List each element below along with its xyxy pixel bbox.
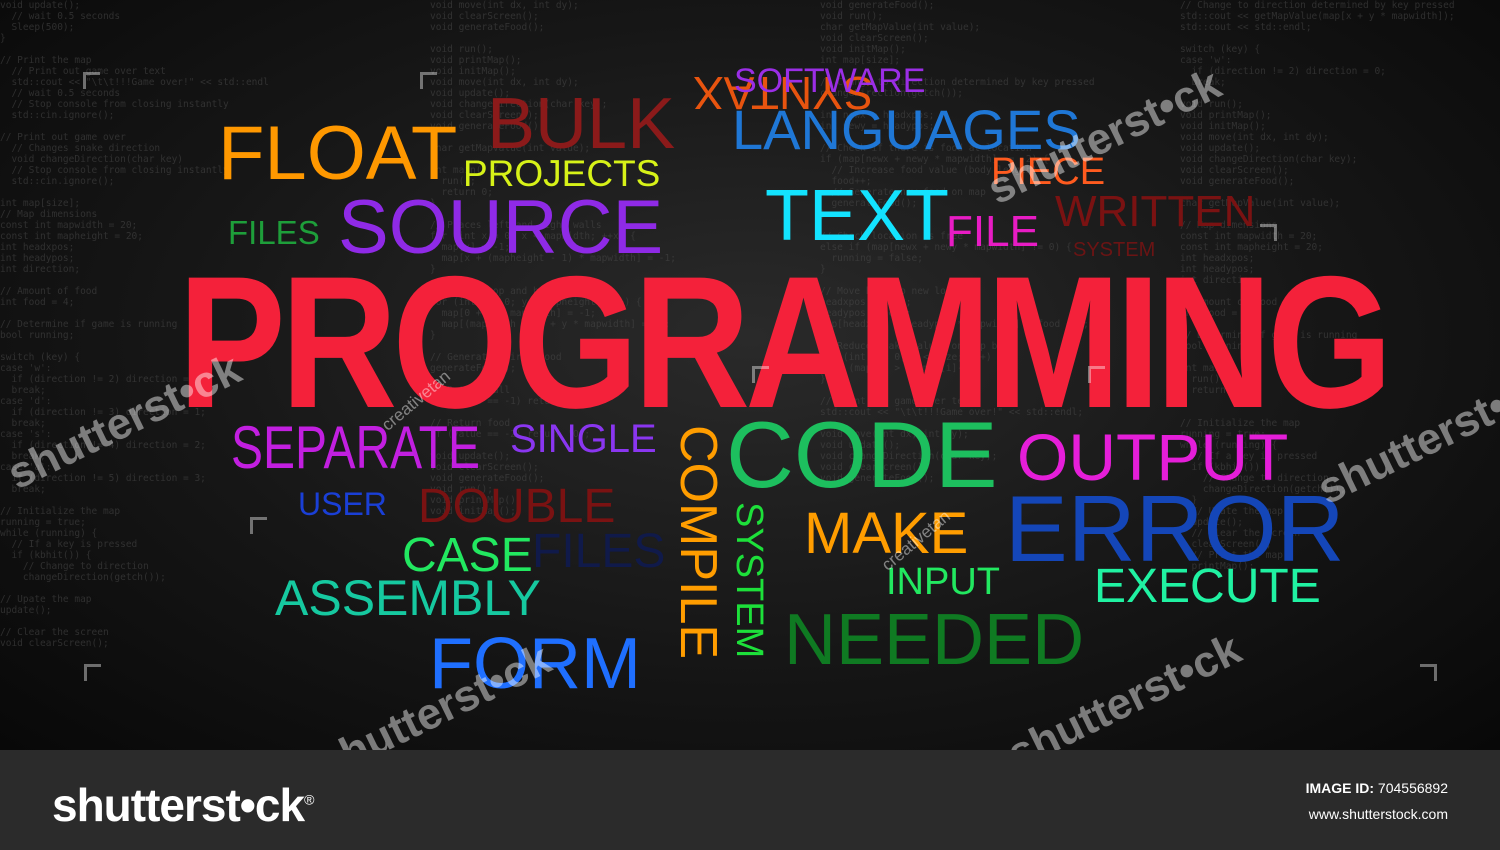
word-execute: EXECUTE: [1094, 560, 1321, 613]
word-software: SOFTWARE: [734, 62, 926, 100]
word-float: FLOAT: [218, 111, 458, 196]
word-cloud-image: void update(); // wait 0.5 seconds Sleep…: [0, 0, 1500, 750]
shutterstock-logo: shutterst•ck®: [52, 778, 314, 832]
registered-mark: ®: [304, 791, 314, 808]
word-compile: COMPILE: [669, 425, 727, 660]
word-file: FILE: [946, 207, 1039, 256]
code-text-background: void generateFood(); void run(); char ge…: [820, 0, 1095, 484]
word-files-dark: FILES: [532, 525, 666, 578]
shutterstock-logo-text: shutterst•ck: [52, 779, 305, 831]
code-text-background: void move(int dx, int dy); void clearScr…: [430, 0, 676, 517]
word-piece: PIECE: [991, 151, 1106, 193]
word-written: WRITTEN: [1055, 187, 1256, 236]
word-system-vertical: SYSTEM: [728, 502, 770, 659]
word-single: SINGLE: [510, 417, 657, 461]
watermark-corner-icon: [250, 517, 267, 534]
word-system-small: SYSTEM: [1073, 239, 1156, 261]
word-files: FILES: [228, 214, 320, 251]
image-id-value: 704556892: [1377, 780, 1448, 796]
word-text: TEXT: [765, 176, 950, 256]
word-double: DOUBLE: [418, 480, 616, 533]
word-separate: SEPARATE: [231, 414, 480, 481]
word-input: INPUT: [886, 561, 1000, 603]
shutterstock-url: www.shutterstock.com: [1308, 806, 1448, 822]
watermark-corner-icon: [84, 664, 101, 681]
word-make: MAKE: [804, 501, 969, 566]
stock-footer-bar: shutterst•ck® IMAGE ID: 704556892 www.sh…: [0, 750, 1500, 850]
image-id: IMAGE ID: 704556892: [1306, 780, 1448, 796]
code-text-background: // Change to direction determined by key…: [1180, 0, 1455, 572]
word-form: FORM: [429, 624, 641, 704]
word-programming: PROGRAMMING: [178, 237, 1393, 447]
watermark-corner-icon: [83, 72, 100, 89]
word-needed: NEEDED: [784, 600, 1085, 680]
watermark-corner-icon: [1420, 664, 1437, 681]
word-user: USER: [298, 486, 387, 522]
code-text-background: void update(); // wait 0.5 seconds Sleep…: [0, 0, 269, 649]
watermark-corner-icon: [1088, 366, 1105, 383]
word-output: OUTPUT: [1017, 420, 1289, 494]
word-error: ERROR: [1005, 476, 1345, 581]
word-bulk: BULK: [487, 84, 676, 164]
watermark-corner-icon: [1260, 224, 1277, 241]
word-code: CODE: [726, 402, 998, 507]
word-assembly: ASSEMBLY: [275, 570, 541, 626]
word-case: CASE: [402, 529, 533, 582]
image-id-label: IMAGE ID:: [1305, 780, 1375, 796]
watermark-corner-icon: [752, 366, 769, 383]
watermark-corner-icon: [420, 72, 437, 89]
word-languages: LANGUAGES: [732, 98, 1081, 161]
word-projects: PROJECTS: [463, 153, 661, 194]
word-source: SOURCE: [338, 185, 664, 270]
